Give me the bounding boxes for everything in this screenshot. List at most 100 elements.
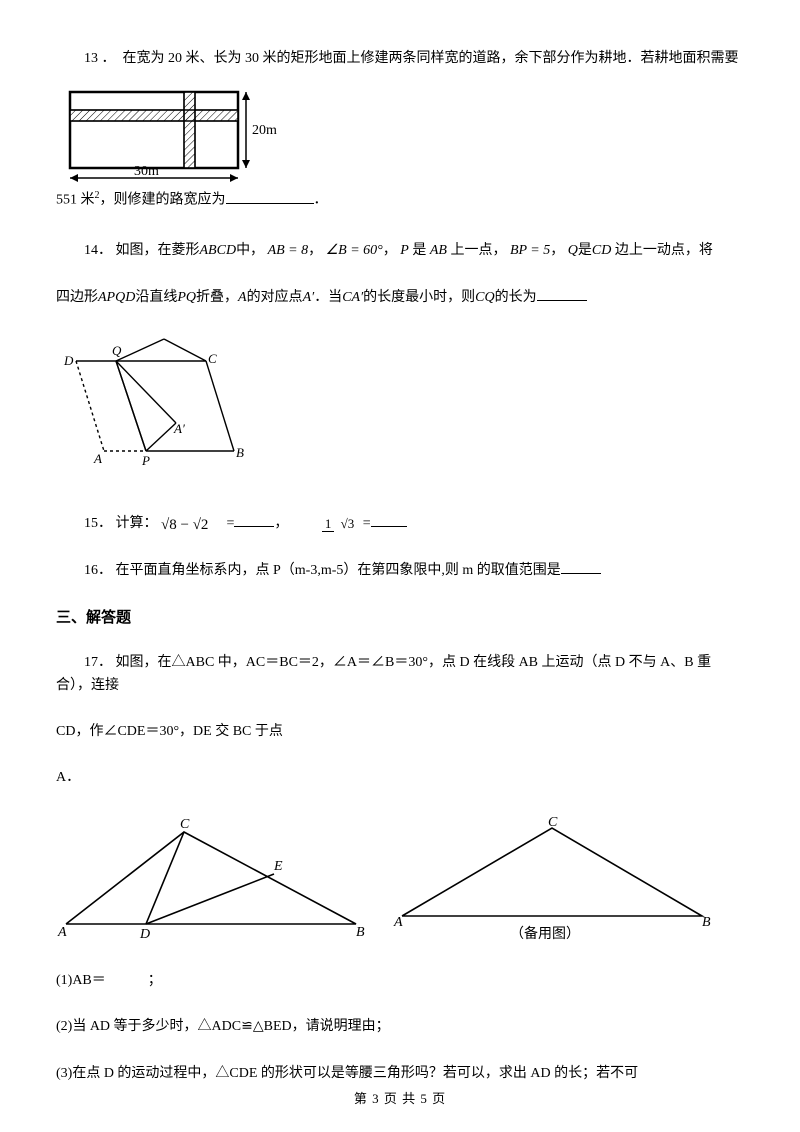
q14-num: 14	[84, 243, 98, 258]
q16-num: 16	[84, 563, 98, 578]
q17-sep: ．	[98, 655, 112, 670]
q15-num: 15	[84, 516, 98, 531]
q13-num: 13	[84, 51, 98, 66]
q14-l2f: 的长度最小时，则	[363, 290, 475, 305]
q15: 15． 计算： √8 − √2 = ， 1 √3 =	[56, 513, 744, 536]
q14-t4: 上一点，	[450, 243, 506, 258]
q17-sub2: (2)当 AD 等于多少时，△ADC≌△BED，请说明理由；	[56, 1016, 744, 1038]
footer-c: 页	[428, 1091, 446, 1106]
q17-ta: 如图，在△ABC 中，AC＝BC＝2，∠A＝∠B＝30°，点 D 在线段 AB …	[56, 655, 711, 692]
q15-frac-den: √3	[338, 516, 358, 531]
svg-text:C: C	[548, 815, 558, 830]
q14-aprime: A′	[303, 290, 315, 305]
q14-figure: D Q C A A′ P B	[56, 333, 744, 473]
svg-text:A′: A′	[173, 421, 185, 436]
q14-c1: ，	[308, 243, 322, 258]
q15-blank2	[371, 513, 407, 527]
q17-fig1: A C B D E	[56, 814, 366, 944]
q17-line2: CD，作∠CDE＝30°，DE 交 BC 于点	[56, 721, 744, 743]
q14-l2b: 沿直线	[135, 290, 177, 305]
svg-text:D: D	[139, 927, 150, 942]
q14-p: P	[400, 243, 409, 258]
q14-t5: 是	[578, 243, 592, 258]
svg-text:Q: Q	[112, 343, 122, 358]
svg-text:E: E	[273, 859, 283, 874]
svg-text:C: C	[208, 351, 217, 366]
q14-c3: ，	[550, 243, 564, 258]
q14-caprime: CA′	[342, 290, 363, 305]
q14-t1: 如图，在菱形	[116, 243, 200, 258]
q13-line2: 551 米2，则修建的路宽应为．	[56, 188, 744, 212]
q15-comma: ，	[274, 516, 288, 531]
q14-cq: CQ	[475, 290, 494, 305]
q14-l2c: 折叠，	[196, 290, 238, 305]
q14-blank	[537, 287, 587, 301]
q15-blank1	[234, 513, 274, 527]
q15-label: 计算：	[116, 516, 158, 531]
q15-expr1: √8 − √2	[161, 513, 223, 535]
svg-text:A: A	[393, 915, 403, 930]
q13-label-30m: 30m	[134, 164, 159, 179]
footer-total: 5	[420, 1091, 428, 1106]
q14-t6: 边上一动点，将	[615, 243, 713, 258]
q14-para1: 14． 如图，在菱形ABCD中， AB = 8， ∠B = 60°， P 是 A…	[56, 240, 744, 262]
q14-para2: 四边形APQD沿直线PQ折叠，A的对应点A′．当CA′的长度最小时，则CQ的长为	[56, 287, 744, 309]
q16-sep: ．	[98, 563, 112, 578]
q14-a: A	[238, 290, 247, 305]
q15-frac: 1 √3	[294, 517, 357, 531]
q14-abcd: ABCD	[200, 243, 237, 258]
q17-figures: A C B D E A C B （备用图）	[56, 814, 744, 944]
q14-ab2: AB	[430, 243, 447, 258]
q14-bp: BP = 5	[510, 243, 550, 258]
page-footer: 第 3 页 共 5 页	[0, 1089, 800, 1110]
q13-blank	[226, 190, 314, 204]
q17-fig2: A C B （备用图）	[392, 814, 712, 944]
footer-a: 第	[354, 1091, 372, 1106]
svg-text:（备用图）: （备用图）	[510, 925, 580, 942]
svg-text:A: A	[57, 925, 67, 940]
footer-b: 页 共	[380, 1091, 421, 1106]
svg-text:A: A	[93, 451, 102, 466]
svg-text:√8 − √2: √8 − √2	[161, 517, 208, 533]
q15-sep: ．	[98, 516, 112, 531]
q14-l2e: ．当	[314, 290, 342, 305]
q15-eq1: =	[227, 516, 235, 531]
q13-sep: ．	[102, 51, 109, 66]
q17-num: 17	[84, 655, 98, 670]
q14-ab: AB = 8	[268, 243, 309, 258]
q17-tb: CD，作∠CDE＝30°，DE 交 BC 于点	[56, 724, 283, 739]
q14-cd: CD	[592, 243, 611, 258]
q14-pq: PQ	[177, 290, 196, 305]
q14-sep: ．	[98, 243, 112, 258]
q16-blank	[561, 560, 601, 574]
svg-text:D: D	[63, 353, 74, 368]
q17-sub3: (3)在点 D 的运动过程中，△CDE 的形状可以是等腰三角形吗？若可以，求出 …	[56, 1063, 744, 1085]
svg-text:B: B	[356, 925, 365, 940]
svg-text:B: B	[702, 915, 711, 930]
q17-line3: A．	[56, 767, 744, 789]
section-3-heading: 三、解答题	[56, 606, 744, 630]
q17-sub1: (1)AB＝ ；	[56, 970, 744, 992]
q13-t2c: ．	[314, 193, 328, 208]
q14-angB: ∠B = 60°	[326, 243, 383, 258]
svg-text:C: C	[180, 817, 190, 832]
q14-q: Q	[568, 243, 578, 258]
q13-figure: 20m 30m	[56, 80, 744, 186]
q14-apqd: APQD	[98, 290, 135, 305]
q14-l2d: 的对应点	[247, 290, 303, 305]
q17-line1: 17． 如图，在△ABC 中，AC＝BC＝2，∠A＝∠B＝30°，点 D 在线段…	[56, 652, 744, 697]
q16: 16． 在平面直角坐标系内，点 P（m-3,m-5）在第四象限中,则 m 的取值…	[56, 560, 744, 582]
q14-c2: ，	[383, 243, 397, 258]
q13-label-20m: 20m	[252, 123, 277, 138]
footer-pg: 3	[372, 1091, 380, 1106]
q14-l2a: 四边形	[56, 290, 98, 305]
svg-text:P: P	[141, 453, 150, 468]
q17-tc: A．	[56, 770, 80, 785]
q13-text1: 在宽为 20 米、长为 30 米的矩形地面上修建两条同样宽的道路，余下部分作为耕…	[123, 51, 739, 66]
q15-eq2: =	[363, 516, 371, 531]
q16-text: 在平面直角坐标系内，点 P（m-3,m-5）在第四象限中,则 m 的取值范围是	[116, 563, 561, 578]
q14-t2: 中，	[236, 243, 264, 258]
q13-551: 551 米	[56, 193, 95, 208]
q13-t2b: ，则修建的路宽应为	[100, 193, 226, 208]
q13-line1: 13 ． 在宽为 20 米、长为 30 米的矩形地面上修建两条同样宽的道路，余下…	[56, 48, 744, 70]
